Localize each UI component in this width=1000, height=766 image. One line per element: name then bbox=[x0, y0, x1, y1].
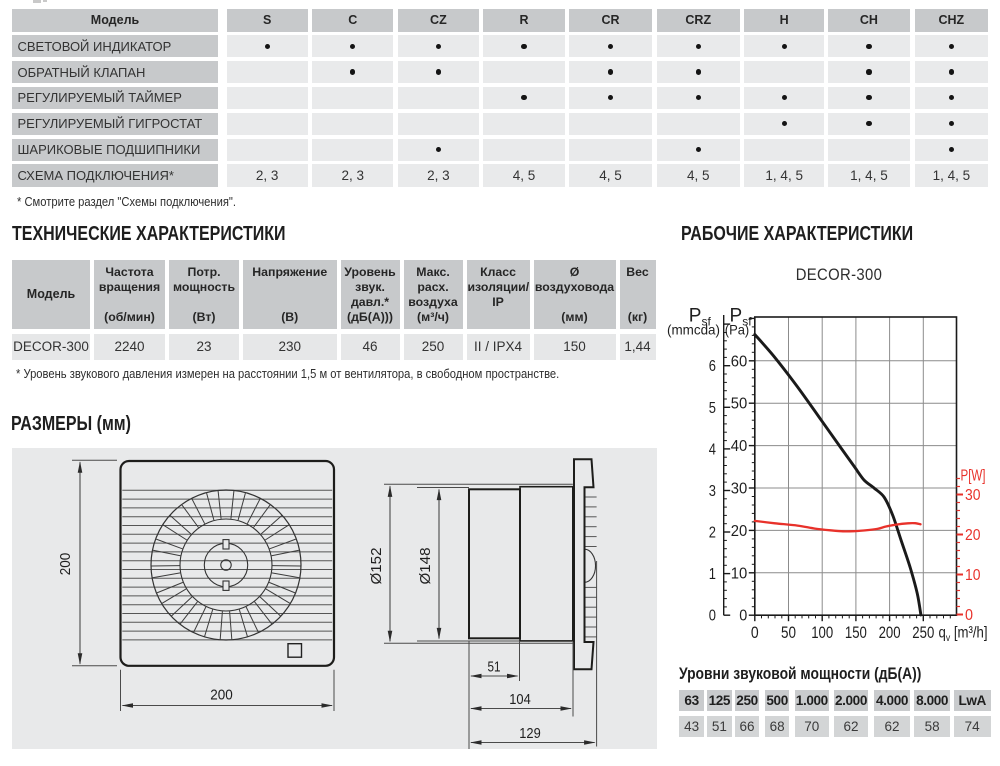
svg-text:1: 1 bbox=[709, 566, 716, 583]
svg-text:150: 150 bbox=[845, 623, 867, 642]
svg-text:0: 0 bbox=[709, 608, 717, 625]
svg-text:129: 129 bbox=[519, 725, 541, 742]
svg-text:4: 4 bbox=[709, 441, 717, 458]
svg-text:20: 20 bbox=[965, 527, 981, 544]
svg-text:200: 200 bbox=[210, 687, 233, 704]
svg-text:(Pa): (Pa) bbox=[725, 322, 750, 338]
svg-text:P[W]: P[W] bbox=[961, 468, 986, 485]
svg-text:20: 20 bbox=[731, 523, 748, 540]
svg-text:30: 30 bbox=[965, 487, 981, 504]
svg-text:0: 0 bbox=[965, 607, 973, 624]
svg-text:10: 10 bbox=[731, 565, 748, 582]
svg-text:Ø152: Ø152 bbox=[368, 548, 385, 585]
svg-text:100: 100 bbox=[811, 623, 833, 642]
svg-text:50: 50 bbox=[781, 623, 796, 642]
svg-text:60: 60 bbox=[731, 353, 748, 370]
svg-text:200: 200 bbox=[879, 623, 901, 642]
svg-text:50: 50 bbox=[731, 396, 748, 413]
svg-text:qv [m³/h]: qv [m³/h] bbox=[939, 625, 988, 645]
svg-text:30: 30 bbox=[731, 481, 748, 498]
svg-text:200: 200 bbox=[57, 553, 74, 576]
svg-text:2: 2 bbox=[709, 525, 716, 542]
svg-text:51: 51 bbox=[488, 659, 501, 676]
svg-text:6: 6 bbox=[709, 358, 716, 375]
svg-text:104: 104 bbox=[509, 691, 531, 708]
svg-text:5: 5 bbox=[709, 400, 716, 417]
svg-text:Ø148: Ø148 bbox=[417, 548, 434, 585]
svg-text:10: 10 bbox=[965, 567, 981, 584]
svg-text:(mmcda): (mmcda) bbox=[667, 322, 720, 338]
svg-text:250: 250 bbox=[912, 623, 934, 642]
svg-text:3: 3 bbox=[709, 483, 716, 500]
svg-text:40: 40 bbox=[731, 438, 748, 455]
svg-text:0: 0 bbox=[751, 623, 759, 642]
svg-text:0: 0 bbox=[739, 608, 747, 625]
